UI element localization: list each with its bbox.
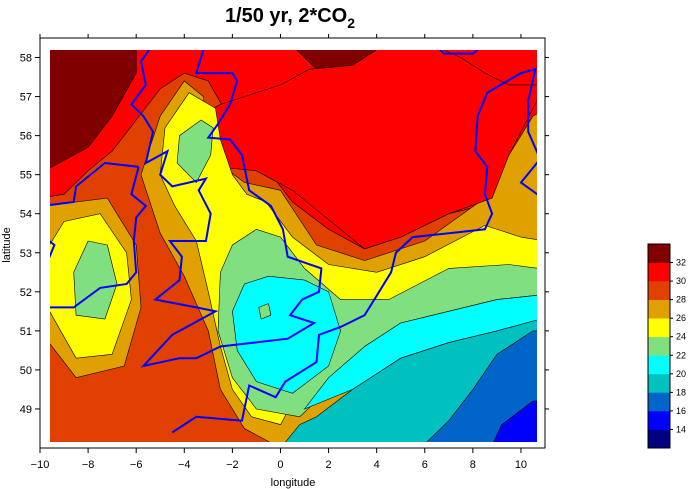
- colorbar-legend: 14 16 18 20 22 24 26 28 30 32: [647, 243, 686, 449]
- contour-region-16-18: [426, 330, 537, 442]
- colorbar-swatch: [648, 281, 670, 300]
- x-tick-label: 6: [422, 459, 428, 471]
- plot-frame: [39, 37, 546, 449]
- colorbar-label: 30: [676, 276, 686, 286]
- x-tick-label: −2: [226, 459, 239, 471]
- x-tick-label: −6: [130, 459, 143, 471]
- x-tick-label: −4: [178, 459, 191, 471]
- colorbar-swatch: [648, 429, 670, 449]
- x-tick-label: 4: [374, 459, 380, 471]
- y-tick-label: 50: [20, 365, 32, 377]
- colorbar-swatch: [648, 392, 670, 412]
- coastline-layer: [50, 50, 537, 434]
- colorbar-label: 26: [676, 313, 686, 323]
- x-tick-label: 2: [326, 459, 332, 471]
- x-axis-ticks: −10 −8 −6 −4 −2 0 2 4 6 8 10: [31, 34, 527, 471]
- y-tick-label: 52: [20, 287, 32, 299]
- y-tick-label: 49: [20, 404, 32, 416]
- y-axis-ticks: 49 50 51 52 53 54 55 56 57 58: [20, 53, 549, 416]
- x-tick-label: 10: [515, 459, 527, 471]
- x-tick-label: −10: [31, 459, 50, 471]
- x-axis-label: longitude: [271, 477, 316, 489]
- colorbar-swatch: [648, 244, 670, 263]
- y-tick-label: 58: [20, 53, 32, 65]
- coastline-ireland: [50, 161, 148, 309]
- colorbar-swatch: [648, 355, 670, 375]
- colorbar-label: 24: [676, 332, 686, 342]
- colorbar-label: 18: [676, 387, 686, 397]
- colorbar-label: 28: [676, 295, 686, 305]
- y-tick-label: 51: [20, 326, 32, 338]
- contour-fill-layer: [50, 50, 537, 442]
- colorbar-label: 20: [676, 369, 686, 379]
- coastline-norway: [438, 50, 479, 55]
- contour-region-14-16: [493, 400, 537, 442]
- chart-title: 1/50 yr, 2*CO2: [225, 5, 355, 31]
- contour-region-30-32-inner: [200, 50, 537, 250]
- colorbar-swatch: [648, 373, 670, 393]
- x-tick-label: 8: [470, 459, 476, 471]
- colorbar-label: 32: [676, 258, 686, 268]
- contour-region-above-32-northwest: [50, 50, 137, 168]
- x-tick-label: 0: [277, 459, 283, 471]
- y-tick-label: 54: [20, 209, 32, 221]
- colorbar-label: 16: [676, 406, 686, 416]
- colorbar-swatch: [648, 336, 670, 356]
- y-tick-label: 55: [20, 170, 32, 182]
- contour-region-22-24-central: [176, 119, 214, 184]
- colorbar-label: 14: [676, 424, 686, 434]
- colorbar-label: 22: [676, 350, 686, 360]
- x-tick-label: −8: [82, 459, 95, 471]
- y-tick-label: 56: [20, 131, 32, 143]
- coastline-continent: [171, 67, 537, 434]
- colorbar-swatch: [648, 410, 670, 430]
- colorbar-swatch: [648, 262, 670, 282]
- contour-region-22-24-inner: [258, 303, 272, 320]
- y-axis-label: latitude: [1, 227, 13, 262]
- coastline-great-britain: [130, 50, 323, 368]
- colorbar-swatch: [648, 318, 670, 338]
- y-tick-label: 57: [20, 92, 32, 104]
- colorbar-frame: [647, 243, 671, 449]
- colorbar-swatch: [648, 299, 670, 319]
- y-tick-label: 53: [20, 248, 32, 260]
